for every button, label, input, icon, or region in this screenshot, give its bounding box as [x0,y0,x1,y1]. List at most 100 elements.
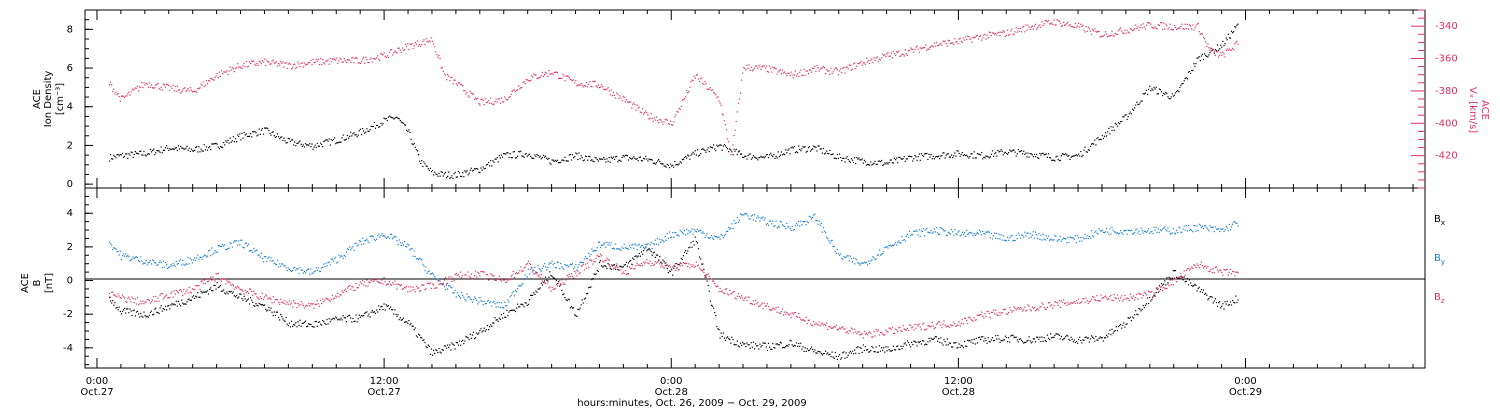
density-point [630,157,632,160]
velocity-point [727,138,729,140]
by-point [835,252,837,254]
density-point [613,158,616,160]
bx-point [738,346,740,348]
bx-point [1088,341,1090,343]
velocity-point [1097,30,1099,33]
bx-point [1053,336,1055,338]
by-point [181,264,183,266]
velocity-point [872,61,874,64]
by-point [552,264,554,266]
by-point [380,235,382,237]
bx-point [215,288,217,290]
velocity-point [1095,30,1097,32]
bz-point [264,296,266,298]
velocity-point [803,68,805,70]
density-point [455,176,457,178]
density-point [443,173,445,175]
bx-point [1157,291,1159,293]
density-point [1197,57,1199,59]
density-point [400,121,402,123]
by-point [1030,236,1032,238]
by-point [783,225,785,227]
bz-point [195,285,197,287]
density-point [535,155,537,158]
density-point [339,141,341,143]
density-point [214,143,216,145]
density-point [720,144,722,146]
bx-point [266,310,268,312]
density-point [1054,160,1056,162]
bx-point [171,303,173,305]
density-point [1058,160,1060,162]
by-point [1157,228,1159,230]
velocity-point [937,45,939,47]
density-point [931,158,933,160]
velocity-point [514,90,517,93]
by-point [653,244,655,246]
density-point [678,163,680,165]
velocity-point [694,77,696,79]
by-point [1053,239,1055,241]
bx-point [396,315,398,317]
by-point [368,242,370,244]
density-point [222,146,224,148]
by-series [108,213,1239,309]
bx-point [539,287,541,289]
bx-point [636,256,638,258]
density-point [164,147,167,149]
by-point [498,301,500,304]
velocity-point [909,49,911,51]
density-point [349,135,351,137]
velocity-point [1216,51,1219,53]
velocity-point [595,85,597,87]
bz-point [259,296,261,298]
velocity-point [883,55,885,57]
bx-point [1089,338,1092,340]
density-point [959,155,961,157]
velocity-point [994,34,996,36]
density-point [185,147,187,149]
density-point [302,144,304,146]
velocity-point [1134,28,1136,30]
bz-point [450,276,452,278]
density-point [188,147,190,149]
density-point [371,125,373,128]
velocity-point [342,61,344,63]
density-point [136,152,139,154]
bx-point [467,337,469,339]
bx-point [918,341,920,344]
velocity-point [542,75,545,78]
density-point [197,151,199,153]
velocity-point [248,61,251,63]
velocity-point [335,59,337,61]
y-tick-label: 4 [67,102,73,113]
velocity-point [1123,33,1125,35]
by-point [286,269,288,272]
bx-point [241,297,243,300]
velocity-point [395,51,397,53]
by-point [256,249,258,251]
bx-point [650,250,652,252]
bx-point [584,297,587,299]
by-point [519,285,521,287]
velocity-point [128,91,130,93]
velocity-point [996,34,998,36]
bz-point [374,278,377,281]
density-point [811,149,813,151]
by-point [349,246,351,248]
density-point [308,144,310,146]
bz-point [324,299,326,301]
by-point [156,264,158,266]
bx-point [238,296,240,298]
bx-point [110,300,112,302]
bz-point [254,293,256,295]
by-point [426,272,428,274]
velocity-point [447,73,449,75]
density-point [976,153,978,155]
bz-point [380,282,382,284]
bz-point [420,290,422,292]
density-point [402,122,405,124]
by-point [197,254,199,256]
density-point [879,161,882,163]
by-point [420,258,422,260]
